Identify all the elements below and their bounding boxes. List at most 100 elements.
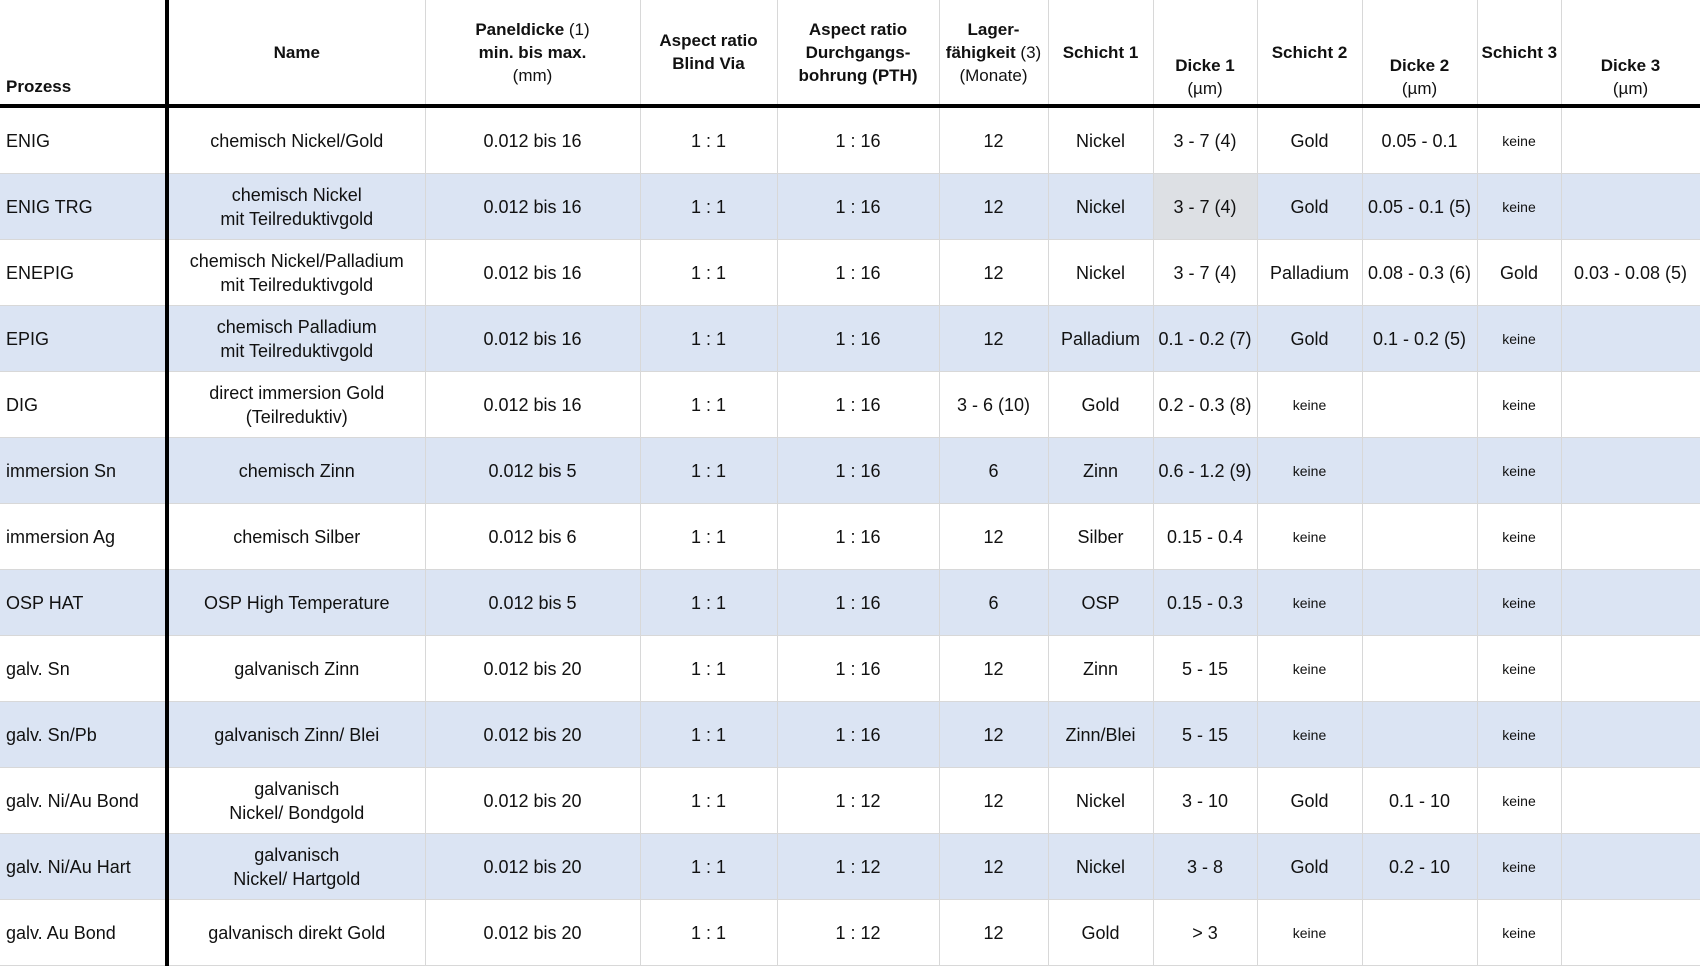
cell-aspect-blind: 1 : 1 (640, 833, 778, 900)
cell-name: OSP High Temperature (167, 569, 426, 636)
cell-aspect-blind: 1 : 1 (640, 305, 778, 372)
cell-schicht1: Nickel (1048, 833, 1154, 900)
header-row: Prozess Name Paneldicke (1) min. bis max.… (0, 0, 1700, 108)
cell-schicht2: keine (1257, 371, 1363, 438)
cell-dicke2: 0.05 - 0.1 (1362, 106, 1478, 174)
table-row: EPIG chemisch Palladium mit Teilreduktivg… (0, 305, 1700, 372)
header-schicht3: Schicht 3 (1477, 0, 1562, 108)
table-row: galv. Au Bond galvanisch direkt Gold 0.0… (0, 899, 1700, 966)
cell-dicke3 (1561, 503, 1700, 570)
cell-dicke2 (1362, 437, 1478, 504)
header-paneldicke: Paneldicke (1) min. bis max. (mm) (425, 0, 641, 108)
table-row: ENEPIG chemisch Nickel/Palladium mit Teil… (0, 239, 1700, 306)
cell-paneldicke: 0.012 bis 16 (425, 106, 641, 174)
cell-paneldicke: 0.012 bis 6 (425, 503, 641, 570)
cell-aspect-blind: 1 : 1 (640, 239, 778, 306)
cell-dicke3 (1561, 569, 1700, 636)
cell-lager: 6 (939, 569, 1049, 636)
table-row: galv. Ni/Au Hart galvanisch Nickel/ Hartg… (0, 833, 1700, 900)
cell-dicke3 (1561, 305, 1700, 372)
cell-dicke2: 0.2 - 10 (1362, 833, 1478, 900)
cell-aspect-pth: 1 : 16 (777, 106, 940, 174)
cell-schicht3: keine (1477, 173, 1562, 240)
cell-prozess: galv. Ni/Au Bond (0, 767, 169, 834)
cell-schicht3: keine (1477, 503, 1562, 570)
cell-dicke1: 3 - 7 (4) (1153, 173, 1258, 240)
cell-prozess: galv. Au Bond (0, 899, 169, 966)
cell-dicke3 (1561, 767, 1700, 834)
cell-schicht3: keine (1477, 635, 1562, 702)
cell-dicke2 (1362, 635, 1478, 702)
cell-schicht2: Gold (1257, 173, 1363, 240)
cell-paneldicke: 0.012 bis 16 (425, 371, 641, 438)
cell-aspect-pth: 1 : 12 (777, 899, 940, 966)
cell-paneldicke: 0.012 bis 5 (425, 569, 641, 636)
cell-schicht3: keine (1477, 305, 1562, 372)
cell-schicht2: Gold (1257, 833, 1363, 900)
cell-dicke1: 0.15 - 0.3 (1153, 569, 1258, 636)
cell-lager: 12 (939, 305, 1049, 372)
header-name: Name (167, 0, 426, 108)
cell-aspect-blind: 1 : 1 (640, 503, 778, 570)
cell-dicke3 (1561, 899, 1700, 966)
cell-prozess: ENEPIG (0, 239, 169, 306)
cell-dicke1: 3 - 7 (4) (1153, 239, 1258, 306)
cell-dicke2 (1362, 701, 1478, 768)
table-row: ENIG chemisch Nickel/Gold 0.012 bis 16 1… (0, 106, 1700, 174)
cell-name: chemisch Nickel mit Teilreduktivgold (167, 173, 426, 240)
cell-schicht1: Nickel (1048, 173, 1154, 240)
cell-dicke2: 0.1 - 0.2 (5) (1362, 305, 1478, 372)
cell-schicht3: Gold (1477, 239, 1562, 306)
cell-aspect-blind: 1 : 1 (640, 173, 778, 240)
cell-schicht2: Gold (1257, 106, 1363, 174)
cell-aspect-blind: 1 : 1 (640, 569, 778, 636)
cell-dicke2 (1362, 569, 1478, 636)
cell-lager: 12 (939, 701, 1049, 768)
cell-prozess: galv. Ni/Au Hart (0, 833, 169, 900)
cell-paneldicke: 0.012 bis 16 (425, 239, 641, 306)
cell-prozess: immersion Sn (0, 437, 169, 504)
cell-schicht2: keine (1257, 569, 1363, 636)
cell-schicht2: Palladium (1257, 239, 1363, 306)
header-schicht1: Schicht 1 (1048, 0, 1154, 108)
cell-schicht1: Palladium (1048, 305, 1154, 372)
cell-paneldicke: 0.012 bis 16 (425, 173, 641, 240)
cell-name: galvanisch Nickel/ Bondgold (167, 767, 426, 834)
cell-lager: 12 (939, 503, 1049, 570)
header-dicke2: Dicke 2 (µm) (1362, 0, 1478, 108)
cell-schicht2: keine (1257, 635, 1363, 702)
cell-name: direct immersion Gold (Teilreduktiv) (167, 371, 426, 438)
table-row: ENIG TRG chemisch Nickel mit Teilreduktiv… (0, 173, 1700, 240)
cell-aspect-pth: 1 : 16 (777, 635, 940, 702)
cell-aspect-pth: 1 : 16 (777, 503, 940, 570)
cell-prozess: galv. Sn/Pb (0, 701, 169, 768)
cell-schicht1: Zinn/Blei (1048, 701, 1154, 768)
cell-dicke1: 3 - 8 (1153, 833, 1258, 900)
cell-lager: 6 (939, 437, 1049, 504)
cell-aspect-blind: 1 : 1 (640, 371, 778, 438)
table-row: galv. Ni/Au Bond galvanisch Nickel/ Bondg… (0, 767, 1700, 834)
cell-schicht1: Nickel (1048, 767, 1154, 834)
cell-aspect-blind: 1 : 1 (640, 106, 778, 174)
cell-schicht1: Nickel (1048, 106, 1154, 174)
cell-dicke1: 0.1 - 0.2 (7) (1153, 305, 1258, 372)
cell-schicht3: keine (1477, 437, 1562, 504)
cell-schicht1: Gold (1048, 371, 1154, 438)
cell-name: galvanisch Zinn/ Blei (167, 701, 426, 768)
cell-schicht3: keine (1477, 833, 1562, 900)
cell-schicht2: keine (1257, 701, 1363, 768)
cell-lager: 12 (939, 899, 1049, 966)
cell-aspect-blind: 1 : 1 (640, 899, 778, 966)
cell-schicht2: keine (1257, 503, 1363, 570)
cell-prozess: EPIG (0, 305, 169, 372)
cell-schicht3: keine (1477, 106, 1562, 174)
header-aspect-pth: Aspect ratio Durchgangs-bohrung (PTH) (777, 0, 940, 108)
cell-dicke1: 5 - 15 (1153, 701, 1258, 768)
table-row: DIG direct immersion Gold (Teilreduktiv) … (0, 371, 1700, 438)
cell-dicke3: 0.03 - 0.08 (5) (1561, 239, 1700, 306)
cell-prozess: ENIG (0, 106, 169, 174)
cell-prozess: ENIG TRG (0, 173, 169, 240)
cell-dicke3 (1561, 635, 1700, 702)
cell-schicht1: Nickel (1048, 239, 1154, 306)
